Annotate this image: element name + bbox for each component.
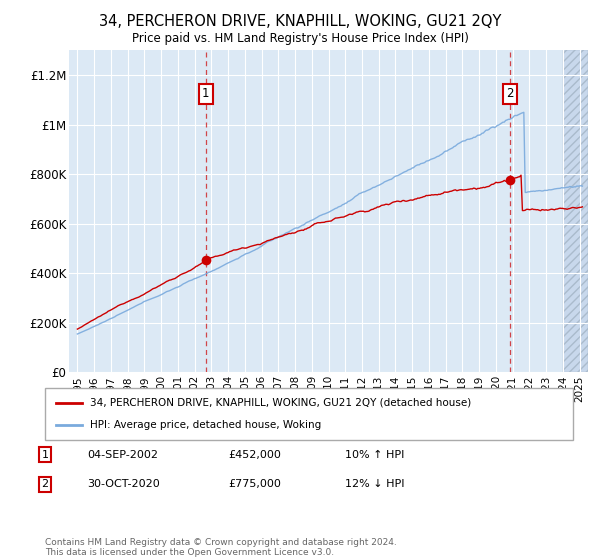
Text: 1: 1 [202,87,209,100]
Bar [563,50,588,372]
Text: 12% ↓ HPI: 12% ↓ HPI [345,479,404,489]
Text: 30-OCT-2020: 30-OCT-2020 [87,479,160,489]
FancyBboxPatch shape [45,388,573,440]
Text: £452,000: £452,000 [228,450,281,460]
Text: Price paid vs. HM Land Registry's House Price Index (HPI): Price paid vs. HM Land Registry's House … [131,32,469,45]
Text: 2: 2 [41,479,49,489]
Text: HPI: Average price, detached house, Woking: HPI: Average price, detached house, Woki… [90,420,321,430]
Text: £775,000: £775,000 [228,479,281,489]
Text: Contains HM Land Registry data © Crown copyright and database right 2024.
This d: Contains HM Land Registry data © Crown c… [45,538,397,557]
Bar [563,50,588,372]
Text: 2: 2 [506,87,514,100]
Text: 34, PERCHERON DRIVE, KNAPHILL, WOKING, GU21 2QY: 34, PERCHERON DRIVE, KNAPHILL, WOKING, G… [99,14,501,29]
Text: 04-SEP-2002: 04-SEP-2002 [87,450,158,460]
Text: 1: 1 [41,450,49,460]
Text: 10% ↑ HPI: 10% ↑ HPI [345,450,404,460]
Text: 34, PERCHERON DRIVE, KNAPHILL, WOKING, GU21 2QY (detached house): 34, PERCHERON DRIVE, KNAPHILL, WOKING, G… [90,398,471,408]
